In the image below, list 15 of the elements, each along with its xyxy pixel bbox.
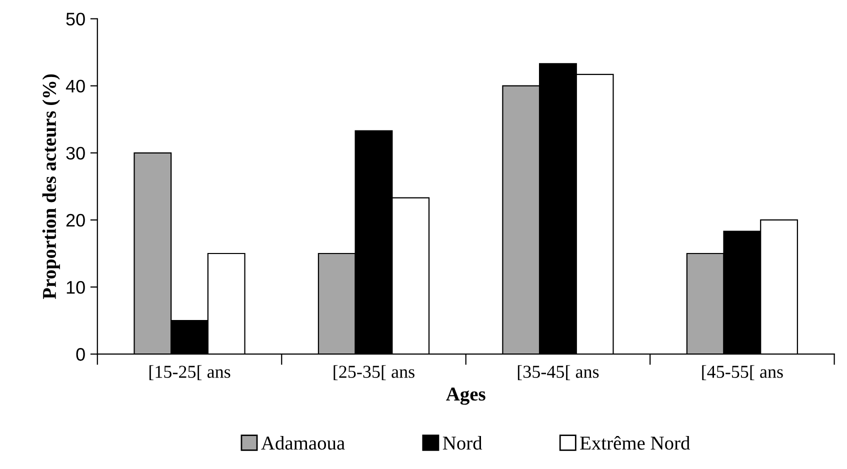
legend-label: Adamaoua [261,436,345,450]
legend-label: Extrême Nord [580,436,690,450]
y-tick-label: 30 [66,146,85,160]
x-tick-label: [15-25[ ans [149,365,230,380]
y-tick-label: 20 [66,214,85,227]
y-tick-label: 40 [66,80,85,93]
y-tick-label: 50 [66,12,85,26]
x-axis-title: Ages [446,388,486,405]
x-tick-label: [45-55[ ans [702,365,783,380]
y-axis-title: Proportion des acteurs (%) [42,74,60,300]
y-tick-label: 0 [76,348,85,361]
x-tick-label: [25-35[ ans [334,365,414,380]
legend-label: Nord [442,436,482,450]
y-tick-label: 10 [66,280,85,294]
x-tick-label: [35-45[ ans [518,365,599,380]
